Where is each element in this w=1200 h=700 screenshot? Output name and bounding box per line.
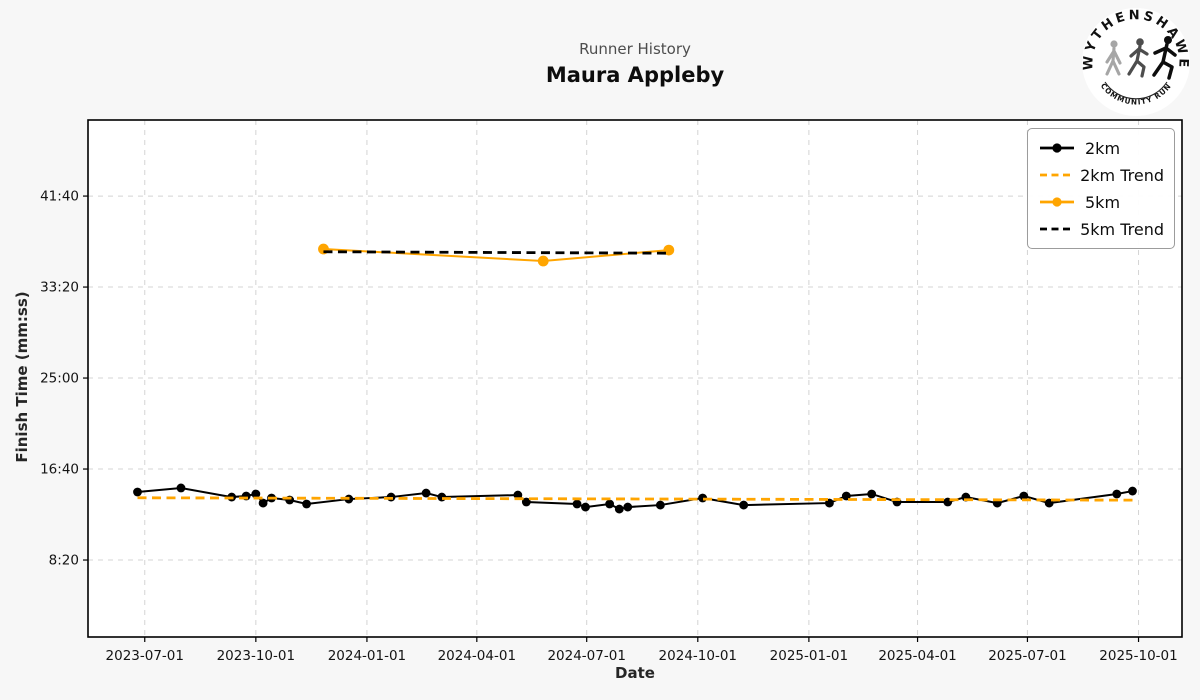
data-point-5km: [537, 255, 549, 267]
legend-swatch: [1040, 173, 1072, 177]
data-point-2km: [513, 490, 523, 500]
data-point-2km: [302, 499, 311, 509]
data-point-2km: [739, 500, 749, 510]
legend-label: 5km Trend: [1080, 219, 1164, 239]
data-point-2km: [1128, 486, 1137, 496]
x-tick-label: 2024-10-01: [659, 648, 737, 664]
data-point-2km: [258, 498, 268, 508]
legend-label: 5km: [1085, 192, 1121, 212]
data-point-2km: [1019, 491, 1029, 501]
legend-item-2km: 2km: [1038, 137, 1164, 159]
data-point-2km: [655, 500, 665, 510]
data-point-2km: [176, 483, 186, 493]
y-tick-label: 8:20: [49, 553, 79, 569]
x-tick-label: 2024-07-01: [547, 648, 625, 664]
data-point-2km: [614, 504, 624, 514]
y-axis-label: Finish Time (mm:ss): [13, 291, 31, 463]
sprinter-icon: [1152, 36, 1177, 80]
legend-swatch: [1040, 143, 1074, 153]
x-tick-label: 2025-01-01: [770, 648, 848, 664]
logo-svg: WYTHENSHAWE COMMUNITY RUN: [1081, 8, 1190, 116]
y-tick-label: 33:20: [40, 280, 79, 296]
chart-subtitle: Runner History: [579, 40, 691, 58]
runner-icons: [1105, 36, 1177, 80]
data-point-2km: [521, 497, 531, 507]
legend-label: 2km Trend: [1080, 165, 1164, 185]
legend: 2km 2km Trend 5km 5km Trend: [1027, 128, 1175, 249]
data-point-2km: [867, 489, 877, 499]
legend-swatch: [1040, 197, 1074, 207]
club-logo: WYTHENSHAWE COMMUNITY RUN: [1080, 6, 1192, 118]
legend-item-5km: 5km: [1038, 191, 1164, 213]
data-point-2km: [421, 488, 431, 498]
runner-name-title: Maura Appleby: [545, 63, 725, 87]
legend-item-5km-trend: 5km Trend: [1038, 218, 1164, 240]
data-point-2km: [1112, 489, 1122, 499]
legend-item-2km-trend: 2km Trend: [1038, 164, 1164, 186]
data-point-2km: [133, 487, 142, 497]
x-tick-label: 2024-01-01: [328, 648, 406, 664]
x-tick-label: 2025-10-01: [1099, 648, 1177, 664]
y-tick-label: 25:00: [40, 371, 79, 387]
x-tick-label: 2023-10-01: [217, 648, 295, 664]
data-point-2km: [572, 499, 582, 509]
data-point-2km: [581, 502, 590, 512]
data-point-2km: [605, 499, 615, 509]
data-point-2km: [251, 489, 261, 499]
x-tick-label: 2024-04-01: [438, 648, 516, 664]
legend-swatch: [1040, 227, 1072, 231]
logo-separator-arc: [1104, 81, 1168, 100]
data-point-2km: [437, 492, 447, 502]
x-tick-label: 2025-04-01: [878, 648, 956, 664]
series-2km-trend-line: [137, 496, 1133, 502]
data-point-5km: [663, 244, 675, 256]
x-tick-label: 2025-07-01: [988, 648, 1066, 664]
data-point-2km: [623, 502, 633, 512]
y-tick-label: 16:40: [40, 462, 79, 478]
data-point-2km: [825, 498, 834, 508]
runner-icon: [1127, 38, 1149, 78]
y-tick-label: 41:40: [40, 189, 79, 205]
x-tick-label: 2023-07-01: [106, 648, 184, 664]
legend-label: 2km: [1085, 138, 1121, 158]
x-axis-label: Date: [615, 664, 655, 682]
walker-icon: [1105, 40, 1122, 76]
